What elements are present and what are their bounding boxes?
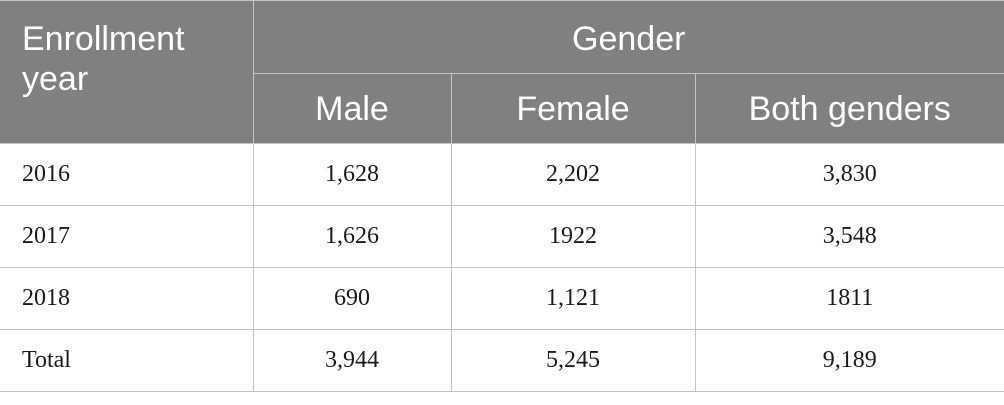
male-header: Male	[252, 73, 452, 144]
header-row-group: Enrollment year Gender	[0, 0, 1004, 144]
year-cell: 2017	[0, 205, 254, 268]
male-total-cell: 3,944	[252, 329, 452, 392]
both-genders-cell: 1811	[694, 267, 1004, 330]
male-cell: 1,626	[252, 205, 452, 268]
female-header: Female	[450, 73, 696, 144]
table-row: 2018 690 1,121 1811	[0, 267, 1004, 330]
year-cell: 2016	[0, 143, 254, 206]
header-row-columns: Male Female Both genders	[0, 73, 1004, 144]
male-cell: 1,628	[252, 143, 452, 206]
female-cell: 1922	[450, 205, 696, 268]
table-body: 2016 1,628 2,202 3,830 2017 1,626 1922 3…	[0, 143, 1004, 392]
female-cell: 2,202	[450, 143, 696, 206]
both-genders-total-cell: 9,189	[694, 329, 1004, 392]
table-header: Enrollment year Gender Male Female Both …	[0, 0, 1004, 144]
both-genders-header: Both genders	[694, 73, 1004, 144]
both-genders-cell: 3,548	[694, 205, 1004, 268]
table-row: 2017 1,626 1922 3,548	[0, 205, 1004, 268]
table-row: 2016 1,628 2,202 3,830	[0, 143, 1004, 206]
enrollment-table: Enrollment year Gender Male Female Both …	[0, 0, 1004, 392]
enrollment-year-header: Enrollment year	[0, 0, 254, 144]
female-cell: 1,121	[450, 267, 696, 330]
both-genders-cell: 3,830	[694, 143, 1004, 206]
year-cell: 2018	[0, 267, 254, 330]
total-label-cell: Total	[0, 329, 254, 392]
female-total-cell: 5,245	[450, 329, 696, 392]
gender-header: Gender	[252, 0, 1004, 74]
male-cell: 690	[252, 267, 452, 330]
total-row: Total 3,944 5,245 9,189	[0, 329, 1004, 392]
